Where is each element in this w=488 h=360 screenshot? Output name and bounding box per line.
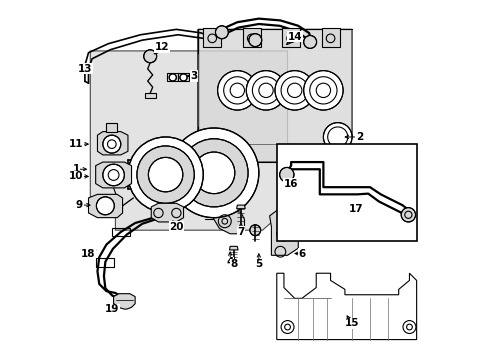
Circle shape: [303, 71, 343, 110]
Circle shape: [274, 71, 314, 110]
Bar: [321, 28, 339, 47]
Text: 3: 3: [190, 71, 198, 81]
Text: 12: 12: [155, 42, 169, 52]
Text: 19: 19: [104, 304, 119, 314]
Polygon shape: [90, 51, 287, 230]
Text: 7: 7: [237, 227, 244, 237]
Circle shape: [137, 146, 194, 203]
Circle shape: [217, 71, 257, 110]
Text: 9: 9: [76, 200, 83, 210]
Circle shape: [169, 128, 258, 218]
Polygon shape: [113, 294, 135, 309]
Bar: [144, 93, 155, 98]
Bar: [203, 28, 221, 47]
Bar: [178, 73, 188, 81]
Circle shape: [102, 135, 121, 153]
Bar: [96, 258, 113, 267]
Text: 6: 6: [298, 248, 305, 258]
Circle shape: [303, 36, 316, 48]
Polygon shape: [198, 30, 351, 162]
Circle shape: [279, 167, 293, 182]
Text: 20: 20: [169, 222, 183, 231]
Polygon shape: [276, 273, 416, 339]
Text: 18: 18: [81, 248, 96, 258]
Circle shape: [128, 137, 203, 212]
Circle shape: [169, 74, 176, 81]
Circle shape: [180, 74, 187, 81]
Circle shape: [102, 164, 124, 186]
Circle shape: [180, 139, 247, 207]
Text: 4: 4: [226, 257, 233, 267]
Polygon shape: [88, 194, 122, 218]
Polygon shape: [151, 203, 183, 222]
Text: 16: 16: [284, 179, 298, 189]
Text: 14: 14: [287, 32, 302, 41]
Polygon shape: [212, 209, 244, 234]
Text: 8: 8: [230, 259, 237, 269]
Circle shape: [249, 225, 260, 235]
Bar: [282, 28, 300, 47]
Circle shape: [400, 208, 415, 222]
Circle shape: [246, 71, 285, 110]
Text: 15: 15: [344, 319, 359, 328]
Polygon shape: [190, 155, 233, 169]
Bar: [242, 28, 260, 47]
Circle shape: [323, 123, 351, 151]
Circle shape: [248, 34, 261, 46]
Bar: [276, 144, 416, 241]
Polygon shape: [96, 162, 131, 188]
Text: 10: 10: [68, 171, 83, 181]
Polygon shape: [236, 205, 244, 209]
Bar: [112, 228, 129, 236]
Bar: [167, 73, 178, 81]
Text: 17: 17: [347, 204, 362, 214]
Polygon shape: [229, 246, 238, 250]
Circle shape: [148, 157, 183, 192]
Circle shape: [215, 26, 228, 39]
Text: 1: 1: [72, 164, 80, 174]
Polygon shape: [269, 211, 298, 255]
Text: 11: 11: [68, 139, 83, 149]
Polygon shape: [97, 132, 128, 155]
Bar: [165, 164, 214, 184]
Circle shape: [96, 197, 114, 215]
Text: 13: 13: [78, 64, 92, 74]
Circle shape: [193, 152, 234, 194]
Bar: [106, 123, 117, 132]
Text: 2: 2: [355, 132, 362, 142]
Text: 5: 5: [255, 259, 262, 269]
Circle shape: [143, 50, 156, 63]
